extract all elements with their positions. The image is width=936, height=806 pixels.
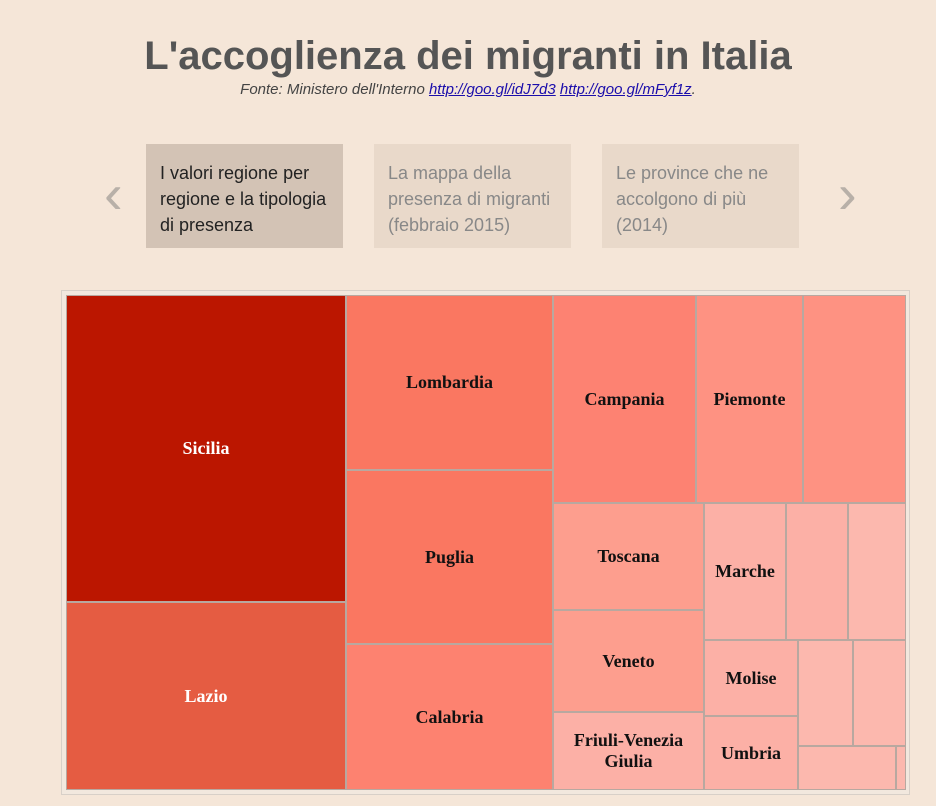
tile-label: Lombardia [405, 372, 493, 392]
treemap-tile[interactable]: Calabria [346, 644, 553, 790]
tab[interactable]: Le province che ne accolgono di più (201… [602, 144, 799, 248]
tile-label: Molise [725, 667, 777, 688]
treemap-tile[interactable] [848, 503, 906, 640]
tab[interactable]: I valori regione per regione e la tipolo… [146, 144, 343, 248]
prev-arrow[interactable]: ‹ [104, 162, 123, 225]
treemap-tile[interactable] [896, 746, 906, 790]
tile-label: Friuli-Venezia Giulia [573, 730, 684, 771]
next-arrow[interactable]: › [838, 162, 857, 225]
treemap-tile[interactable] [798, 640, 853, 746]
treemap-tile[interactable] [786, 503, 848, 640]
treemap-tile[interactable]: Campania [553, 295, 696, 503]
title: L'accoglienza dei migranti in Italia [144, 34, 792, 78]
tile-label: Piemonte [713, 388, 786, 409]
treemap-tile[interactable]: Friuli-Venezia Giulia [553, 712, 704, 790]
treemap-tile[interactable]: Puglia [346, 470, 553, 644]
treemap-tile[interactable]: Toscana [553, 503, 704, 610]
tab[interactable]: La mappa della presenza di migranti (feb… [374, 144, 571, 248]
tile-label: Calabria [415, 706, 484, 727]
tile-label: Umbria [721, 742, 781, 763]
treemap-tile[interactable] [853, 640, 906, 746]
treemap-tile[interactable]: Piemonte [696, 295, 803, 503]
tile-label: Veneto [602, 650, 655, 671]
tile-label: Sicilia [182, 438, 230, 458]
link[interactable]: http://goo.gl/idJ7d3 [428, 81, 556, 98]
tile-label: Lazio [184, 685, 228, 706]
treemap-tile[interactable] [798, 746, 896, 790]
source-end: . [691, 81, 696, 98]
treemap-tile[interactable]: Lombardia [346, 295, 553, 470]
treemap: Sicilia Lazio Lombardia Puglia Calabria Campa… [61, 290, 910, 795]
tile-label: Toscana [597, 546, 660, 566]
tile-label: Marche [715, 561, 775, 581]
treemap-tile[interactable]: Sicilia [66, 295, 346, 602]
source-text: Fonte: Ministero dell'Interno [240, 81, 425, 98]
treemap-tile[interactable]: Molise [704, 640, 798, 716]
link[interactable]: http://goo.gl/mFyf1z [559, 81, 692, 98]
tile-label: Campania [584, 388, 665, 409]
tile-label: Puglia [424, 546, 474, 567]
treemap-tile[interactable]: Marche [704, 503, 786, 640]
treemap-tile[interactable]: Veneto [553, 610, 704, 712]
treemap-tile[interactable]: Lazio [66, 602, 346, 790]
treemap-tile[interactable]: Umbria [704, 716, 798, 790]
treemap-tile[interactable] [803, 295, 906, 503]
source: Fonte: Ministero dell'Interno http://goo… [0, 81, 936, 98]
